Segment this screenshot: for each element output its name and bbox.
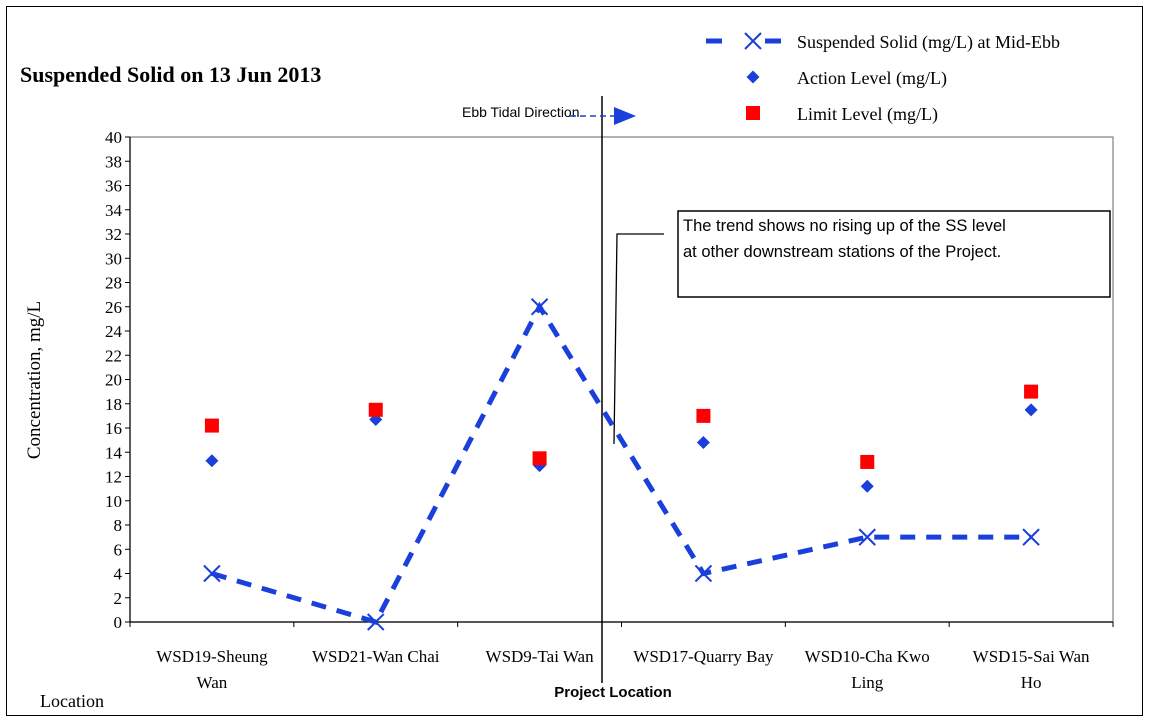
- y-tick-label: 6: [114, 540, 123, 559]
- ebb-direction-label: Ebb Tidal Direction: [462, 104, 580, 120]
- y-tick-label: 26: [105, 298, 122, 317]
- y-tick-label: 34: [105, 201, 123, 220]
- project-location-label: Project Location: [554, 684, 672, 701]
- data-point-square: [1024, 384, 1039, 399]
- data-point-square: [860, 454, 875, 469]
- y-tick-label: 14: [105, 443, 123, 462]
- data-point-x: [1022, 528, 1040, 546]
- x-tick-label: Wan: [197, 673, 228, 692]
- x-tick-label: WSD17-Quarry Bay: [633, 647, 774, 666]
- legend-marker: [744, 32, 762, 50]
- data-point-square: [204, 418, 219, 433]
- callout-leader-line: [613, 233, 664, 445]
- data-point-square: [368, 402, 383, 417]
- y-tick-label: 10: [105, 492, 122, 511]
- data-point-square: [696, 408, 711, 423]
- data-point-x: [858, 528, 876, 546]
- callout-box: [677, 210, 1111, 298]
- y-tick-label: 4: [114, 565, 123, 584]
- callout-text-line-2: at other downstream stations of the Proj…: [683, 243, 1001, 261]
- x-axis: WSD19-Sheung Wan WSD21-Wan Chai WSD9-Tai Wa…: [129, 621, 1114, 692]
- y-tick-label: 30: [105, 249, 122, 268]
- y-tick-label: 36: [105, 177, 122, 196]
- legend-label: Suspended Solid (mg/L) at Mid-Ebb: [797, 32, 1060, 53]
- y-tick-label: 18: [105, 395, 122, 414]
- data-point-diamond: [696, 436, 710, 450]
- data-point-diamond: [860, 479, 874, 493]
- y-tick-label: 20: [105, 371, 122, 390]
- chart-frame: [6, 6, 1143, 716]
- y-axis-label: Concentration, mg/L: [24, 301, 45, 459]
- series-0: [203, 298, 1040, 631]
- y-tick-label: 2: [114, 589, 123, 608]
- y-tick-label: 8: [114, 516, 123, 535]
- y-tick-label: 22: [105, 346, 122, 365]
- legend-label: Action Level (mg/L): [797, 68, 947, 89]
- series-1: [205, 403, 1038, 493]
- y-tick-label: 40: [105, 128, 122, 147]
- legend: Suspended Solid (mg/L) at Mid-Ebb Action …: [706, 32, 1060, 125]
- x-tick-label: Ho: [1021, 673, 1042, 692]
- y-tick-label: 12: [105, 468, 122, 487]
- data-point-diamond: [205, 454, 219, 468]
- data-point-square: [532, 451, 547, 466]
- y-tick-label: 28: [105, 274, 122, 293]
- legend-marker: [746, 106, 760, 120]
- callout-text-line-1: The trend shows no rising up of the SS l…: [683, 217, 1006, 235]
- legend-label: Limit Level (mg/L): [797, 104, 938, 125]
- series-2: [204, 384, 1039, 469]
- x-tick-label: WSD21-Wan Chai: [312, 647, 440, 666]
- y-tick-label: 16: [105, 419, 122, 438]
- y-tick-label: 32: [105, 225, 122, 244]
- x-tick-label: WSD9-Tai Wan: [486, 647, 595, 666]
- x-tick-label: WSD19-Sheung: [156, 647, 268, 666]
- x-tick-label: WSD15-Sai Wan: [973, 647, 1090, 666]
- data-point-x: [694, 564, 713, 583]
- plot-area: [129, 136, 1114, 623]
- series-layer: [203, 298, 1040, 631]
- data-point-x: [367, 613, 385, 631]
- y-tick-label: 38: [105, 152, 122, 171]
- x-tick-label: WSD10-Cha Kwo: [805, 647, 930, 666]
- y-tick-label: 24: [105, 322, 123, 341]
- legend-marker: [746, 70, 760, 84]
- y-tick-label: 0: [114, 613, 123, 632]
- data-point-x: [203, 564, 221, 583]
- ebb-direction-arrow-icon: [614, 107, 636, 125]
- x-axis-label: Location: [40, 691, 104, 711]
- data-point-x: [530, 298, 549, 316]
- data-point-diamond: [1024, 403, 1038, 417]
- x-tick-label: Ling: [851, 673, 884, 692]
- series-line: [211, 301, 1032, 625]
- chart-title: Suspended Solid on 13 Jun 2013: [20, 62, 321, 87]
